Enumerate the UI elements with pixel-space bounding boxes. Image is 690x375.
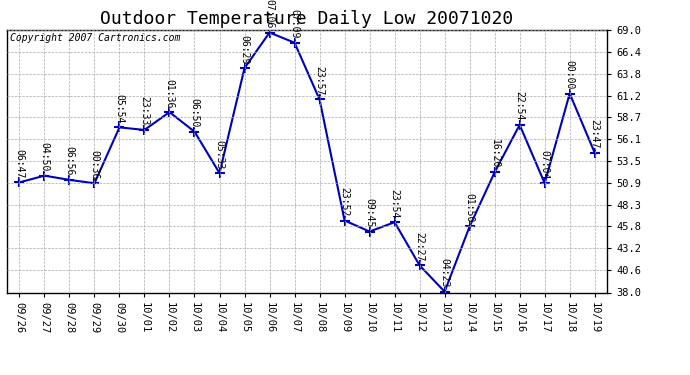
Text: 23:52: 23:52: [339, 187, 350, 216]
Text: 06:56: 06:56: [64, 146, 75, 176]
Text: 07:04: 07:04: [540, 150, 550, 179]
Text: 16:20: 16:20: [490, 139, 500, 168]
Text: 23:57: 23:57: [315, 66, 324, 95]
Text: 01:50: 01:50: [464, 193, 475, 222]
Text: 05:54: 05:54: [115, 94, 124, 123]
Text: 23:47: 23:47: [590, 119, 600, 148]
Text: 23:33: 23:33: [139, 96, 150, 126]
Text: 06:47: 06:47: [14, 149, 24, 178]
Text: 01:36: 01:36: [164, 79, 175, 108]
Text: 09:45: 09:45: [364, 198, 375, 227]
Text: 04:50: 04:50: [39, 142, 50, 171]
Text: 06:50: 06:50: [190, 98, 199, 128]
Text: 06:29: 06:29: [239, 34, 250, 64]
Text: Copyright 2007 Cartronics.com: Copyright 2007 Cartronics.com: [10, 33, 180, 43]
Text: 00:36: 00:36: [90, 150, 99, 179]
Title: Outdoor Temperature Daily Low 20071020: Outdoor Temperature Daily Low 20071020: [101, 10, 513, 28]
Text: 22:54: 22:54: [515, 91, 524, 121]
Text: 07:06: 07:06: [264, 0, 275, 28]
Text: 00:00: 00:00: [564, 60, 575, 89]
Text: 07:09: 07:09: [290, 9, 299, 39]
Text: 23:54: 23:54: [390, 189, 400, 218]
Text: 05:33: 05:33: [215, 140, 224, 169]
Text: 04:23: 04:23: [440, 258, 450, 288]
Text: 22:27: 22:27: [415, 232, 424, 261]
